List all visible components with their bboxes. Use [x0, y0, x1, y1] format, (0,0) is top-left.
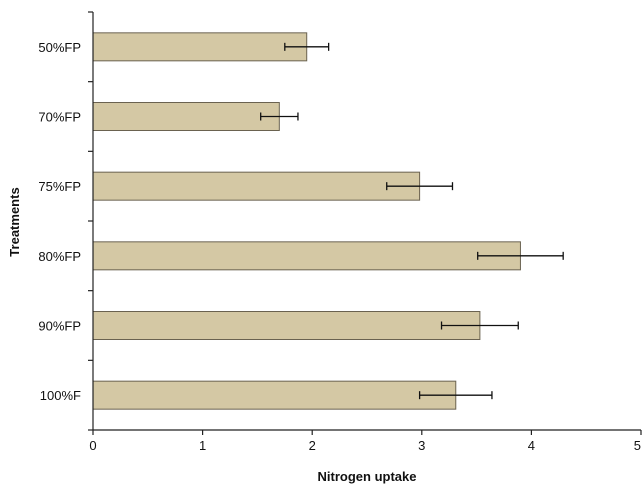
x-tick-label-0: 0 [89, 438, 96, 453]
bar-75%FP [92, 171, 421, 201]
y-tick-label-80%FP: 80%FP [38, 249, 81, 264]
x-tick-label-1: 1 [199, 438, 206, 453]
x-tick-label-3: 3 [418, 438, 425, 453]
x-tick-label-5: 5 [634, 438, 641, 453]
y-tick-label-90%FP: 90%FP [38, 319, 81, 334]
x-tick-label-2: 2 [309, 438, 316, 453]
x-tick-label-4: 4 [528, 438, 535, 453]
y-tick-label-100%F: 100%F [40, 388, 81, 403]
axes-layer [88, 11, 642, 435]
y-axis-title: Treatments [7, 187, 22, 256]
y-tick-label-70%FP: 70%FP [38, 110, 81, 125]
bars-layer [92, 32, 521, 410]
bar-90%FP [92, 311, 481, 340]
bar-80%FP [92, 241, 521, 271]
bar-50%FP [92, 32, 308, 62]
bar-100%F [92, 380, 457, 410]
y-tick-label-50%FP: 50%FP [38, 40, 81, 55]
x-axis-title: Nitrogen uptake [318, 469, 417, 484]
y-tick-label-75%FP: 75%FP [38, 179, 81, 194]
bar-70%FP [92, 102, 280, 131]
error-bars-layer [260, 42, 564, 400]
labels-layer: 50%FP 70%FP 75%FP 80%FP 90%FP 100%F 0 1 2 3 4 5 [38, 40, 641, 453]
